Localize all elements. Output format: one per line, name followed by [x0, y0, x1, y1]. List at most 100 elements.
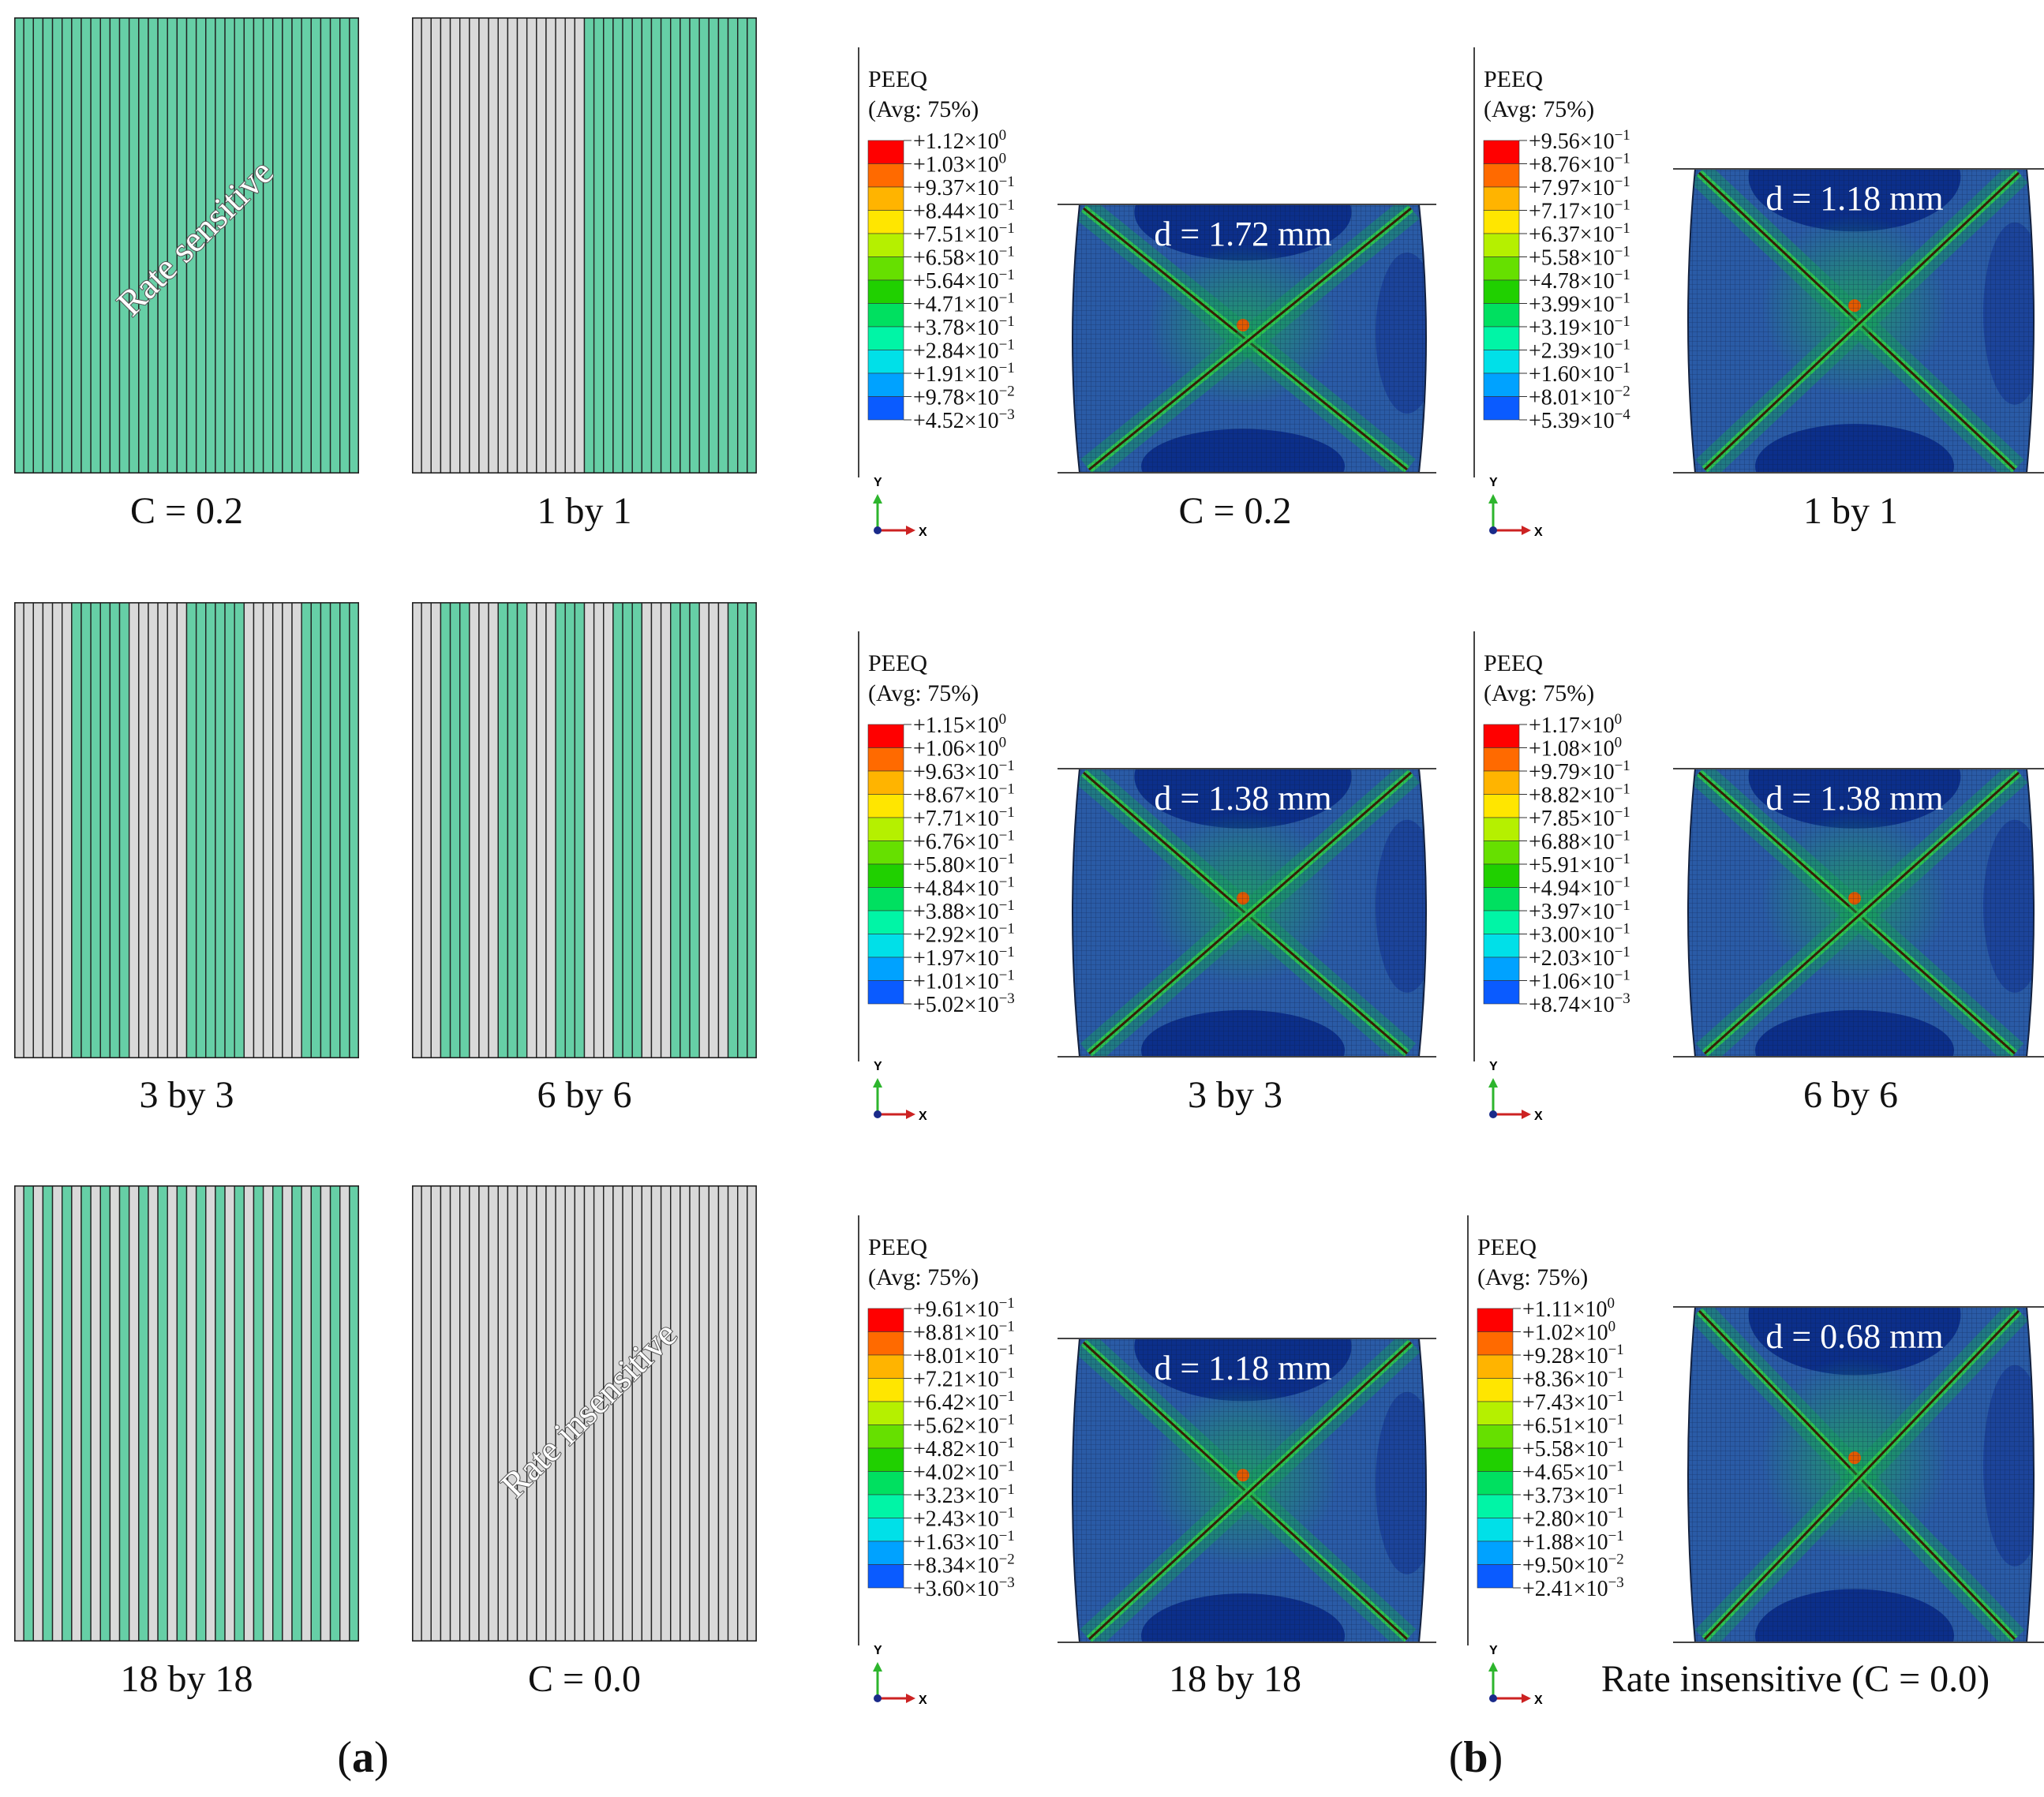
legend-value: +7.43×10−1	[1522, 1388, 1624, 1415]
legend-exponent: −1	[999, 804, 1015, 821]
axis-origin	[1489, 526, 1497, 534]
panel-a-letter: a	[352, 1733, 374, 1782]
legend-value: +9.78×10−2	[913, 384, 1015, 410]
pattern-1by1	[412, 17, 757, 474]
legend-value: +5.64×10−1	[913, 267, 1015, 294]
legend-value: +9.56×10−1	[1529, 127, 1630, 154]
pattern-border	[14, 602, 359, 1058]
legend-exponent: −1	[1615, 874, 1630, 891]
legend-title: PEEQ (Avg: 75%)	[868, 1233, 979, 1293]
pattern-stripe	[583, 602, 595, 1058]
legend-exponent: −2	[999, 384, 1015, 400]
pattern-border	[412, 1185, 757, 1642]
legend-swatch	[1483, 910, 1520, 934]
pattern-stripe	[195, 602, 207, 1058]
legend-exponent: −1	[1615, 781, 1630, 798]
legend-exponent: −1	[1615, 174, 1630, 190]
legend-exponent: −1	[1608, 1528, 1624, 1544]
legend-title-text: PEEQ	[1484, 66, 1543, 92]
legend-exponent: 0	[999, 735, 1007, 751]
pattern-stripe	[660, 17, 672, 474]
axis-triad: YX	[873, 1644, 927, 1705]
axis-x-arrow	[906, 1694, 915, 1703]
mesh-grid	[1073, 1338, 1426, 1642]
pattern-stripe	[737, 602, 748, 1058]
pattern-stripe	[262, 602, 274, 1058]
pattern-stripe	[138, 602, 149, 1058]
legend-swatch	[867, 887, 904, 912]
pattern-stripe	[320, 602, 331, 1058]
legend-value: +1.97×10−1	[913, 944, 1015, 971]
legend-swatch	[867, 1308, 904, 1332]
pattern-stripe	[205, 602, 216, 1058]
legend-value: +8.76×10−1	[1529, 151, 1630, 178]
legend-swatch	[1477, 1401, 1514, 1425]
legend-value: +1.08×100	[1529, 735, 1622, 762]
sim-caption: Rate insensitive (C = 0.0)	[1600, 1658, 1990, 1700]
legend-swatch	[867, 724, 904, 748]
caption-3by3: 3 by 3	[139, 1074, 234, 1116]
axis-origin	[874, 1110, 882, 1118]
pattern-stripe	[243, 1185, 255, 1642]
legend-exponent: −1	[999, 944, 1015, 960]
legend-swatch	[867, 1447, 904, 1472]
axis-triad: YX	[873, 476, 927, 537]
pattern-stripe	[737, 17, 748, 474]
pattern-stripe	[185, 1185, 197, 1642]
legend-swatch	[867, 396, 904, 421]
pattern-stripe	[234, 602, 245, 1058]
legend-value: +4.02×10−1	[913, 1458, 1015, 1485]
legend-exponent: −2	[1608, 1552, 1624, 1568]
legend-swatch	[1483, 957, 1520, 981]
deformed-specimen: d = 1.38 mm	[1673, 768, 2044, 1058]
pattern-stripe	[128, 602, 140, 1058]
pattern-stripe	[689, 602, 700, 1058]
legend-value: +7.51×10−1	[913, 220, 1015, 247]
pattern-stripe	[61, 602, 73, 1058]
legend-exponent: −3	[1608, 1574, 1624, 1591]
panel-a-close: )	[374, 1733, 389, 1782]
legend-exponent: −3	[1615, 990, 1630, 1007]
legend-value: +7.17×10−1	[1529, 197, 1630, 224]
caption-6by6: 6 by 6	[537, 1074, 632, 1116]
pattern-stripe	[459, 17, 470, 474]
pattern-stripe	[449, 17, 461, 474]
legend-swatch	[1477, 1331, 1514, 1356]
pattern-stripe	[708, 602, 720, 1058]
legend-value: +5.58×10−1	[1522, 1435, 1624, 1462]
legend-swatch	[867, 1541, 904, 1565]
sim-caption: 6 by 6	[1803, 1074, 1898, 1116]
axis-origin	[1489, 1694, 1497, 1702]
legend-swatch	[1483, 980, 1520, 1005]
displacement-label: d = 1.72 mm	[1154, 215, 1331, 253]
pattern-stripe	[612, 17, 623, 474]
axis-y-arrow	[873, 1078, 882, 1088]
axis-y-label: Y	[874, 1060, 882, 1073]
pattern-stripe	[612, 602, 623, 1058]
legend-value: +7.71×10−1	[913, 804, 1015, 831]
legend-colorbar: +9.61×10−1+8.81×10−1+8.01×10−1+7.21×10−1…	[858, 1215, 1015, 1645]
legend-exponent: −3	[999, 1574, 1015, 1591]
caption-18by18: 18 by 18	[120, 1658, 253, 1700]
legend-title: PEEQ (Avg: 75%)	[1484, 649, 1594, 709]
legend-exponent: −1	[1608, 1342, 1624, 1358]
panel-b-letter: b	[1463, 1733, 1488, 1782]
legend-swatch	[867, 980, 904, 1005]
legend-exponent: −1	[1615, 804, 1630, 821]
legend-exponent: 0	[1608, 1295, 1615, 1312]
legend-value: +2.03×10−1	[1529, 944, 1630, 971]
caption-c02: C = 0.2	[129, 490, 244, 532]
pattern-stripe	[71, 602, 82, 1058]
legend-subtitle-text: (Avg: 75%)	[868, 680, 979, 706]
legend-swatch	[1477, 1541, 1514, 1565]
legend-swatch	[1483, 863, 1520, 888]
legend-value: +1.01×10−1	[913, 968, 1015, 994]
legend-exponent: −1	[999, 313, 1015, 330]
axis-y-arrow	[1488, 494, 1498, 504]
pattern-stripe	[234, 1185, 245, 1642]
legend-exponent: 0	[999, 151, 1007, 167]
pattern-c02	[14, 17, 359, 474]
legend-swatch	[867, 163, 904, 188]
pattern-stripe	[109, 1185, 121, 1642]
displacement-label: d = 1.38 mm	[1154, 779, 1331, 818]
